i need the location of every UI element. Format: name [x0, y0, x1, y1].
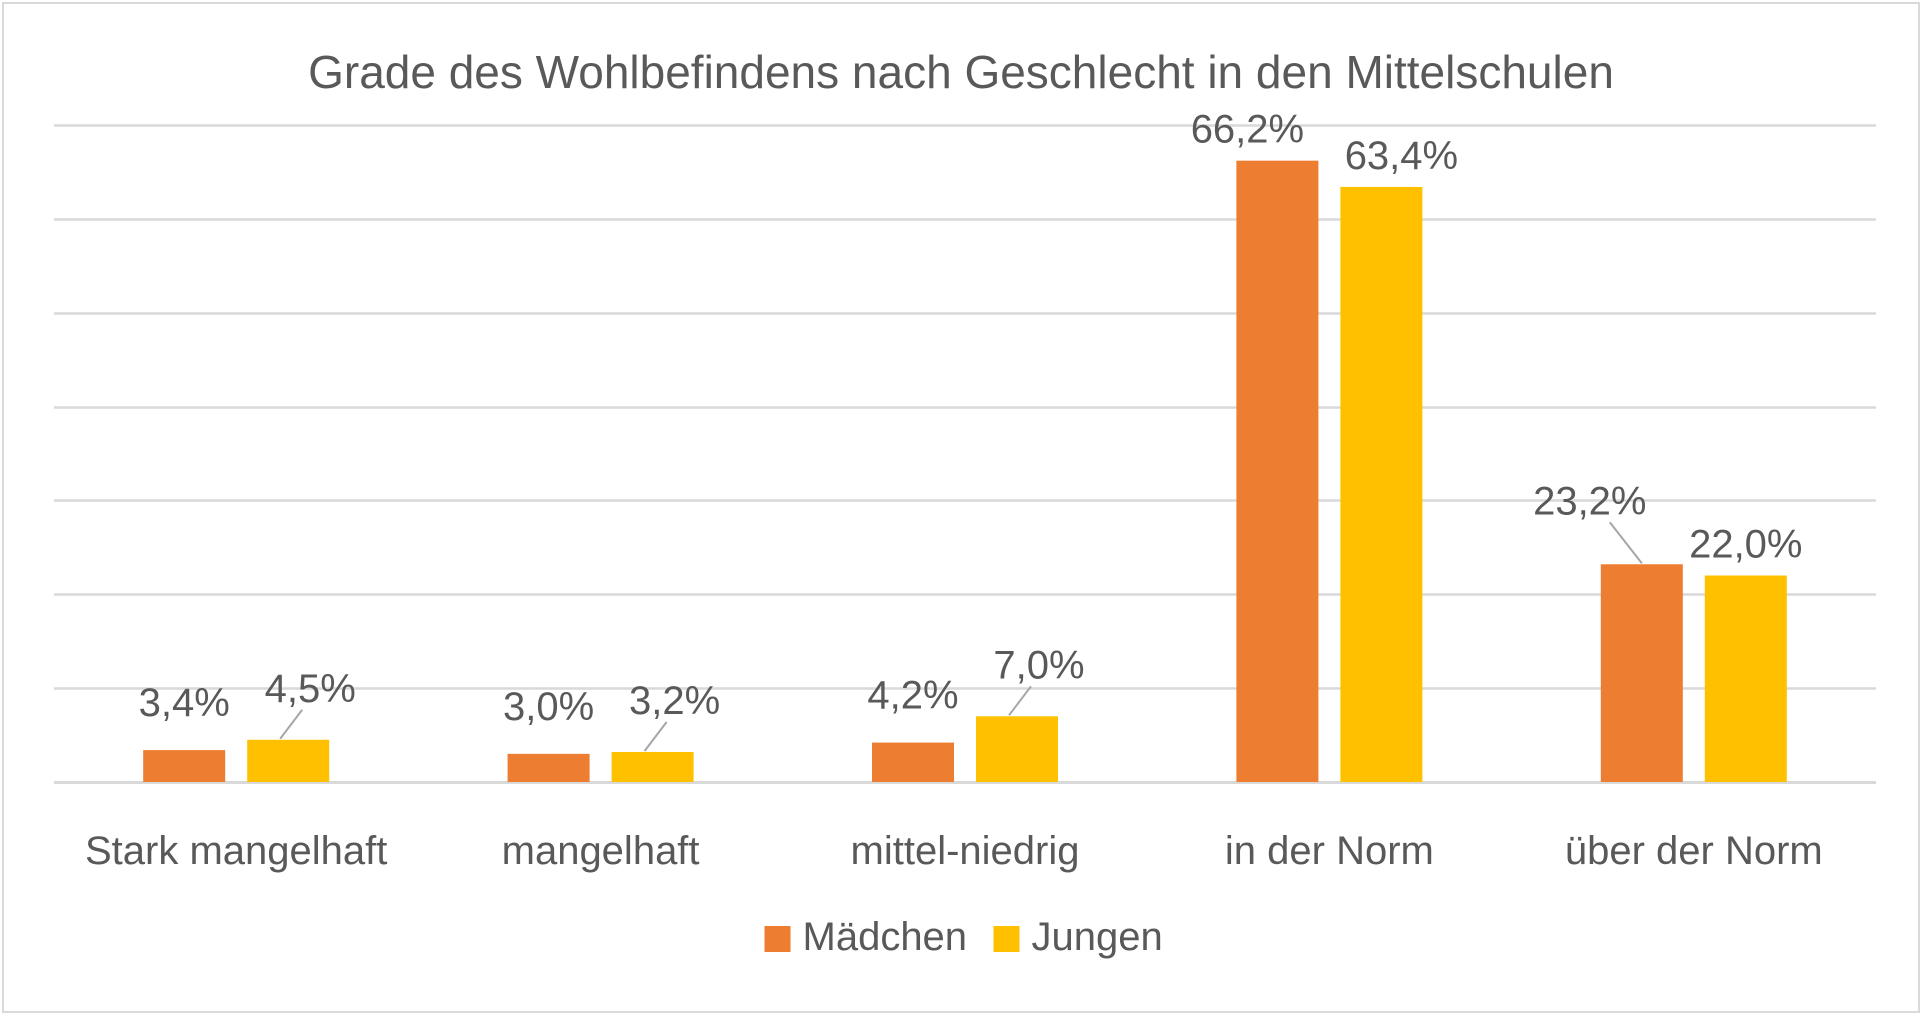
bar-chart: Grade des Wohlbefindens nach Geschlecht …	[54, 46, 1876, 959]
legend-label-maedchen: Mädchen	[803, 915, 968, 959]
data-label: 63,4%	[1345, 134, 1458, 178]
category-label: über der Norm	[1565, 829, 1823, 873]
bar-jungen	[1704, 575, 1787, 782]
bar-jungen	[611, 751, 694, 782]
bar-maedchen	[1236, 160, 1319, 782]
data-labels: 3,4% 4,5% 3,0% 3,2% 4,2% 7,0% 66,2% 63,4% 23,2% 2…	[139, 108, 1803, 752]
category-label: mangelhaft	[502, 829, 700, 873]
leader-line	[279, 709, 303, 740]
bars	[143, 160, 1787, 783]
bar-maedchen	[1600, 564, 1683, 782]
category-label: Stark mangelhaft	[85, 829, 387, 873]
gridlines	[54, 124, 1876, 784]
bar-jungen	[976, 716, 1058, 782]
data-label: 4,2%	[867, 674, 958, 718]
data-label: 23,2%	[1533, 479, 1646, 523]
bar-maedchen	[507, 753, 590, 782]
category-axis: Stark mangelhaft mangelhaft mittel-niedrig…	[85, 829, 1823, 873]
category-label: in der Norm	[1225, 829, 1434, 873]
legend-swatch-jungen	[993, 926, 1020, 952]
bar-maedchen	[872, 742, 954, 782]
data-label: 22,0%	[1689, 523, 1802, 567]
leader-line	[1609, 521, 1643, 564]
chart-title: Grade des Wohlbefindens nach Geschlecht …	[308, 46, 1614, 98]
leader-line	[643, 721, 668, 752]
data-label: 66,2%	[1191, 108, 1304, 152]
data-label: 3,4%	[139, 681, 230, 725]
leader-line	[1008, 685, 1032, 716]
bar-jungen	[247, 739, 330, 782]
legend-swatch-maedchen	[764, 926, 791, 952]
data-label: 7,0%	[993, 643, 1084, 687]
data-label: 3,0%	[503, 685, 594, 729]
legend-label-jungen: Jungen	[1032, 915, 1163, 959]
category-label: mittel-niedrig	[851, 829, 1080, 873]
bar-maedchen	[143, 750, 226, 782]
bar-jungen	[1340, 186, 1423, 783]
legend: Mädchen Jungen	[764, 915, 1163, 959]
data-label: 3,2%	[629, 679, 720, 723]
data-label: 4,5%	[265, 667, 356, 711]
